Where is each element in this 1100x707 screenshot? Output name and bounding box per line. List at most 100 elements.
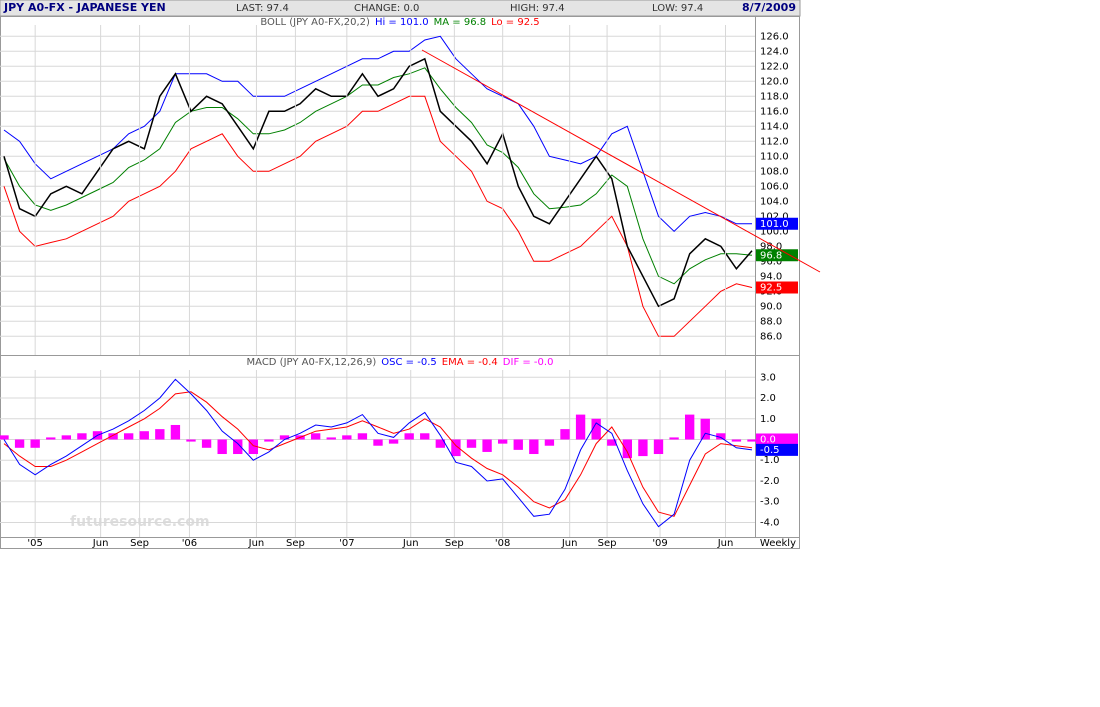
histogram-bar [466, 439, 477, 448]
x-axis-label: Weekly [760, 538, 796, 549]
histogram-bar [669, 437, 679, 440]
histogram-bar [607, 439, 617, 446]
histogram-bar [575, 414, 586, 440]
histogram-bar [373, 439, 383, 446]
y-tick-label: 120.0 [760, 76, 789, 87]
value-badge-label: 0.0 [760, 434, 776, 445]
histogram-bar [513, 439, 523, 450]
y-tick-label: 98.0 [760, 241, 782, 252]
last: LAST: 97.4 [236, 3, 289, 14]
histogram-bar [279, 435, 290, 440]
histogram-bar [747, 439, 757, 442]
y-tick-label: 1.0 [760, 414, 776, 425]
histogram-bar [233, 439, 243, 455]
histogram-bar [591, 418, 601, 440]
histogram-bar [108, 433, 118, 440]
histogram-bar [310, 433, 321, 440]
x-tick-label: Jun [92, 538, 109, 549]
y-tick-label: 112.0 [760, 136, 789, 147]
low: LOW: 97.4 [652, 3, 703, 14]
y-tick-label: 108.0 [760, 166, 789, 177]
y-tick-label: 104.0 [760, 196, 789, 207]
y-tick-label: 114.0 [760, 121, 789, 132]
frame [0, 16, 800, 549]
histogram-bar [388, 439, 399, 444]
trend-line [421, 49, 821, 273]
histogram-bar [139, 431, 149, 440]
histogram-bar [420, 433, 430, 440]
change: CHANGE: 0.0 [354, 3, 419, 14]
histogram-bar [0, 435, 9, 440]
histogram-bar [700, 418, 710, 440]
y-tick-label: 2.0 [760, 393, 776, 404]
y-tick-label: 118.0 [760, 91, 789, 102]
value-badge [756, 443, 798, 456]
histogram-bar [684, 414, 695, 440]
panel-title: MACD (JPY A0-FX,12,26,9) OSC = -0.5 EMA = … [247, 357, 554, 368]
x-tick-label: Jun [561, 538, 578, 549]
y-tick-label: 94.0 [760, 271, 782, 282]
x-tick-label: Sep [445, 538, 464, 549]
histogram-bar [201, 439, 212, 448]
series-line [3, 391, 753, 517]
x-tick-label: '07 [339, 538, 354, 549]
x-tick-label: Jun [248, 538, 265, 549]
value-badge [756, 281, 798, 294]
date: 8/7/2009 [742, 1, 796, 14]
high: HIGH: 97.4 [510, 3, 565, 14]
x-tick-label: '09 [652, 538, 667, 549]
value-badge-label: -0.5 [760, 445, 780, 456]
y-tick-label: 126.0 [760, 31, 789, 42]
histogram-bar [61, 435, 72, 440]
histogram-bar [46, 437, 56, 440]
title-part: Lo = 92.5 [491, 17, 540, 28]
y-tick-label: 124.0 [760, 46, 789, 57]
y-tick-label: -1.0 [760, 455, 780, 466]
y-tick-label: 110.0 [760, 151, 789, 162]
series-line [3, 378, 753, 528]
histogram-bar [264, 439, 274, 442]
title-part: MA = 96.8 [434, 17, 486, 28]
histogram-bar [731, 439, 742, 442]
title-part: BOLL (JPY A0-FX,20,2) [260, 17, 370, 28]
histogram-bar [326, 437, 336, 440]
y-tick-label: 96.0 [760, 256, 782, 267]
title-part: Hi = 101.0 [375, 17, 429, 28]
value-badge [756, 217, 798, 230]
x-tick-label: Sep [598, 538, 617, 549]
y-tick-label: 106.0 [760, 181, 789, 192]
x-tick-label: Sep [286, 538, 305, 549]
histogram-bar [716, 433, 726, 440]
histogram-bar [544, 439, 555, 446]
y-tick-label: 3.0 [760, 372, 776, 383]
series-line [3, 67, 753, 285]
title-part: DIF = -0.0 [503, 357, 554, 368]
histogram-bar [217, 439, 227, 455]
y-tick-label: 86.0 [760, 331, 782, 342]
x-tick-label: '08 [495, 538, 510, 549]
y-tick-label: -3.0 [760, 497, 780, 508]
y-tick-label: 102.0 [760, 211, 789, 222]
histogram-bar [638, 439, 648, 457]
histogram-bar [30, 439, 40, 448]
histogram-bar [435, 439, 446, 448]
histogram-bar [170, 424, 181, 440]
histogram-bar [123, 433, 134, 440]
histogram-bar [248, 439, 259, 455]
y-tick-label: -2.0 [760, 476, 780, 487]
value-badge [756, 433, 798, 446]
x-tick-label: Jun [717, 538, 734, 549]
y-tick-label: -4.0 [760, 517, 780, 528]
title-part: EMA = -0.4 [442, 357, 498, 368]
histogram-bar [155, 429, 165, 440]
histogram-bar [14, 439, 25, 448]
value-badge-label: 96.8 [760, 250, 782, 261]
title-part: OSC = -0.5 [381, 357, 436, 368]
histogram-bar [404, 433, 414, 440]
x-tick-label: '06 [182, 538, 197, 549]
y-tick-label: 88.0 [760, 316, 782, 327]
histogram-bar [653, 439, 664, 455]
x-tick-label: '05 [27, 538, 42, 549]
